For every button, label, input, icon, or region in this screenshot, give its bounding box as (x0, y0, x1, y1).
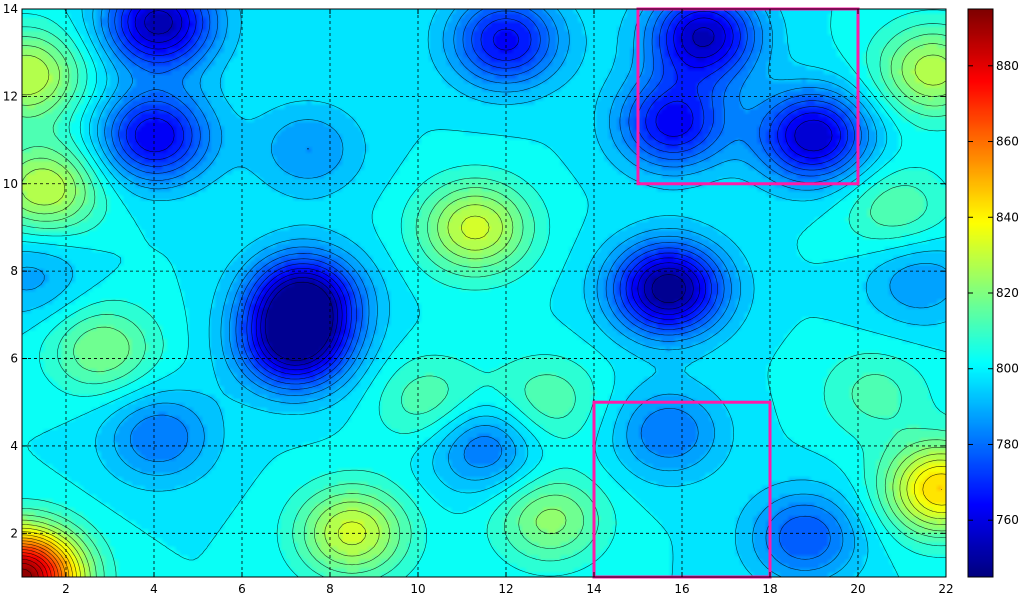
x-axis: 2 4 6 8 10 12 14 16 18 20 22 (62, 9, 954, 596)
x-tick-label: 10 (410, 582, 425, 596)
grid-lines (22, 9, 946, 577)
x-tick-label: 22 (938, 582, 953, 596)
x-tick-label: 14 (586, 582, 601, 596)
x-tick-label: 16 (674, 582, 689, 596)
colorbar: 760 780 800 820 840 860 880 (967, 8, 1019, 578)
colorbar-tick-label: 860 (996, 135, 1019, 149)
plot-frame (21, 8, 947, 578)
x-tick-label: 2 (62, 582, 70, 596)
y-tick-label: 2 (10, 526, 18, 540)
y-tick-label: 12 (3, 89, 18, 103)
colorbar-tick-label: 760 (996, 513, 1019, 527)
contour-surface (22, 9, 946, 577)
x-tick-label: 12 (498, 582, 513, 596)
colorbar-tick-label: 820 (996, 286, 1019, 300)
y-tick-label: 6 (10, 352, 18, 366)
colorbar-tick-label: 780 (996, 437, 1019, 451)
y-tick-label: 10 (3, 177, 18, 191)
colorbar-ticks: 760 780 800 820 840 860 880 (968, 59, 1019, 527)
contour-lines (21, 8, 947, 578)
colorbar-tick-label: 800 (996, 362, 1019, 376)
y-tick-label: 8 (10, 264, 18, 278)
y-axis: 2 4 6 8 10 12 14 (3, 2, 946, 540)
contour-line-set (21, 8, 947, 578)
x-tick-label: 18 (762, 582, 777, 596)
colorbar-tick-label: 880 (996, 59, 1019, 73)
x-tick-label: 4 (150, 582, 158, 596)
y-tick-label: 14 (3, 2, 18, 16)
y-tick-label: 4 (10, 439, 18, 453)
colorbar-tick-label: 840 (996, 210, 1019, 224)
x-tick-label: 6 (238, 582, 246, 596)
x-tick-label: 8 (326, 582, 334, 596)
x-tick-label: 20 (850, 582, 865, 596)
